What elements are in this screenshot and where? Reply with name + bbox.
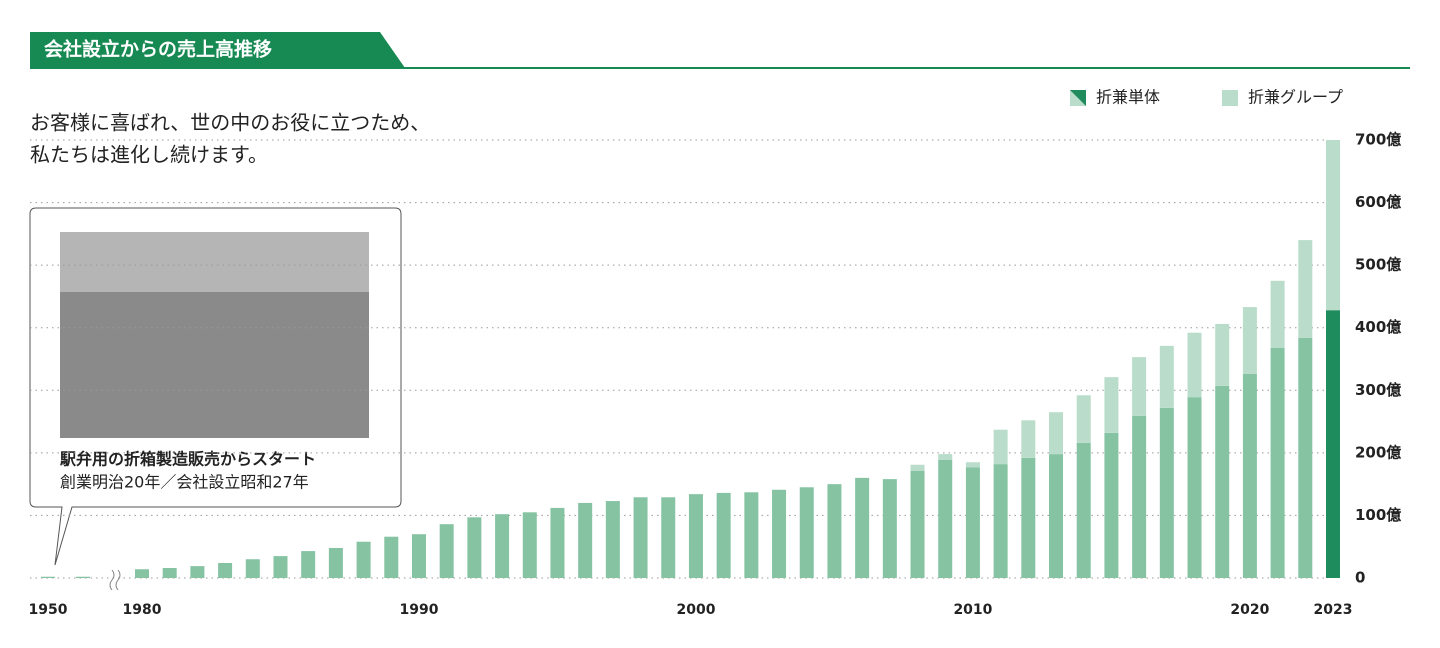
bar: [1242, 374, 1257, 578]
x-tick-label: 1990: [399, 602, 438, 618]
bar: [605, 501, 620, 578]
bar: [411, 534, 426, 578]
bar: [910, 471, 925, 578]
y-tick-label: 700億: [1355, 131, 1401, 149]
bar: [1021, 457, 1036, 578]
title-banner: [30, 32, 405, 68]
bar: [1076, 395, 1091, 443]
bar: [688, 494, 703, 578]
bar: [218, 562, 233, 578]
bar: [384, 536, 399, 578]
y-tick-label: 600億: [1355, 193, 1401, 211]
bar: [799, 487, 814, 578]
bar: [1049, 454, 1064, 578]
bar: [882, 479, 897, 578]
legend-label: 折兼単体: [1096, 88, 1160, 107]
bar: [301, 551, 316, 578]
bar: [993, 464, 1008, 578]
bar: [1298, 240, 1313, 338]
bar: [965, 462, 980, 468]
bar: [495, 514, 510, 578]
bar: [135, 569, 149, 578]
bar: [1076, 442, 1091, 578]
bar: [772, 489, 787, 578]
bar: [910, 464, 925, 472]
bar: [1215, 385, 1230, 578]
bar: [993, 429, 1008, 465]
photo: [60, 232, 369, 292]
bar: [76, 576, 90, 578]
bar: [467, 517, 482, 578]
subtitle: お客様に喜ばれ、世の中のお役に立つため、: [30, 111, 430, 135]
bar: [855, 477, 870, 578]
bar: [1326, 310, 1340, 578]
bar: [827, 484, 842, 578]
bar: [522, 512, 537, 578]
bar: [550, 507, 565, 578]
x-tick-label: 2023: [1314, 602, 1353, 618]
bar: [661, 497, 676, 578]
bar: [938, 459, 953, 578]
bar: [41, 576, 55, 578]
bar: [190, 566, 205, 578]
y-tick-label: 200億: [1355, 443, 1401, 461]
bar: [633, 497, 648, 578]
y-tick-label: 300億: [1355, 381, 1401, 399]
bar: [328, 547, 343, 578]
bar: [1270, 280, 1285, 348]
x-tick-label: 2000: [676, 602, 715, 618]
y-tick-label: 100億: [1355, 506, 1401, 524]
bar: [1104, 432, 1119, 578]
y-tick-label: 500億: [1355, 256, 1401, 274]
y-tick-label: 0: [1355, 569, 1365, 587]
bar: [716, 492, 731, 578]
bar: [1187, 332, 1202, 398]
bar: [965, 467, 980, 578]
annotation: 創業明治20年／会社設立昭和27年: [60, 473, 309, 492]
bar: [938, 454, 953, 460]
bar: [245, 559, 260, 578]
bar: [1215, 323, 1230, 386]
bar: [273, 556, 288, 578]
bar: [162, 567, 177, 578]
legend-label: 折兼グループ: [1248, 88, 1343, 107]
x-tick-label: 2010: [953, 602, 992, 618]
chart-title: 会社設立からの売上高推移: [44, 38, 272, 61]
axis-break: [109, 569, 121, 591]
subtitle: 私たちは進化し続けます。: [30, 143, 268, 167]
bar: [1159, 407, 1174, 578]
bar: [1132, 415, 1147, 578]
bar: [1326, 140, 1340, 311]
bar: [1104, 377, 1119, 433]
bar: [1021, 420, 1036, 458]
legend-swatch: [1222, 90, 1238, 106]
bar: [1187, 397, 1202, 578]
x-tick-label: 2020: [1230, 602, 1269, 618]
bar: [1270, 347, 1285, 578]
bar: [578, 502, 593, 578]
bar: [1159, 345, 1174, 408]
bar: [356, 541, 371, 578]
y-tick-label: 400億: [1355, 318, 1401, 336]
x-tick-label: 1980: [123, 602, 162, 618]
bar: [1298, 337, 1313, 578]
bar: [439, 524, 454, 578]
bar: [1049, 412, 1064, 455]
bar: [744, 492, 759, 578]
annotation: 駅弁用の折箱製造販売からスタート: [59, 450, 316, 469]
x-tick-label: 1950: [29, 602, 68, 618]
legend-swatch: [1070, 90, 1086, 106]
bar: [1242, 307, 1257, 375]
bar: [1132, 357, 1147, 416]
